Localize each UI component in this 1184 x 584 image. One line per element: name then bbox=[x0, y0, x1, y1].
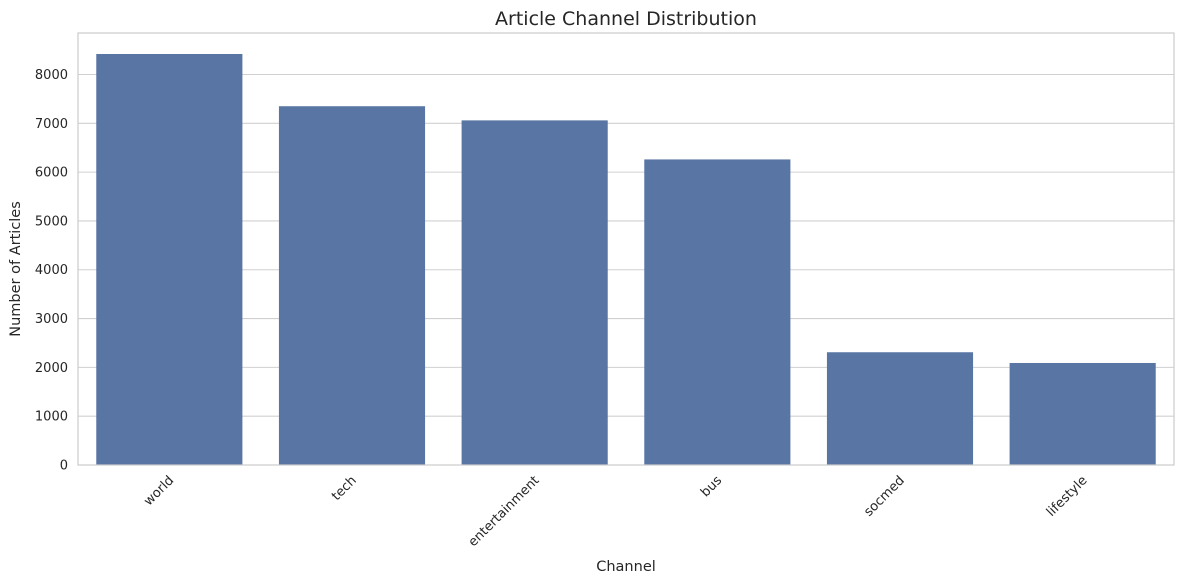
x-tick-label-world: world bbox=[141, 473, 177, 509]
bar-tech bbox=[278, 106, 426, 465]
x-tick-label-bus: bus bbox=[698, 473, 725, 500]
grid-lines bbox=[78, 73, 1174, 466]
x-tick-label-entertainment: entertainment bbox=[466, 473, 543, 550]
y-tick-label: 8000 bbox=[35, 68, 68, 83]
bar-entertainment bbox=[461, 120, 608, 465]
y-tick-label: 4000 bbox=[35, 263, 68, 278]
y-tick-label: 0 bbox=[60, 459, 68, 474]
bars bbox=[96, 53, 1156, 465]
y-axis-label: Number of Articles bbox=[8, 201, 24, 337]
plot-frame bbox=[77, 32, 1175, 466]
x-tick-labels: world tech entertainment bus socmed lifestyle bbox=[141, 473, 1090, 550]
y-tick-label: 5000 bbox=[35, 214, 68, 229]
x-axis-label: Channel bbox=[596, 559, 656, 575]
y-tick-label: 6000 bbox=[35, 166, 68, 181]
y-tick-label: 7000 bbox=[35, 117, 68, 132]
x-tick-label-tech: tech bbox=[329, 473, 360, 504]
bar-socmed bbox=[826, 352, 974, 465]
y-tick-label: 2000 bbox=[35, 361, 68, 376]
chart-title: Article Channel Distribution bbox=[495, 8, 757, 30]
bar-lifestyle bbox=[1009, 362, 1156, 465]
y-tick-label: 3000 bbox=[35, 312, 68, 327]
bar-bus bbox=[644, 159, 791, 465]
bar-world bbox=[96, 53, 243, 465]
x-tick-label-lifestyle: lifestyle bbox=[1044, 473, 1091, 520]
x-tick-label-socmed: socmed bbox=[861, 473, 908, 520]
y-tick-label: 1000 bbox=[35, 410, 68, 425]
y-tick-labels: 0 1000 2000 3000 4000 5000 6000 7000 8000 bbox=[35, 68, 68, 474]
